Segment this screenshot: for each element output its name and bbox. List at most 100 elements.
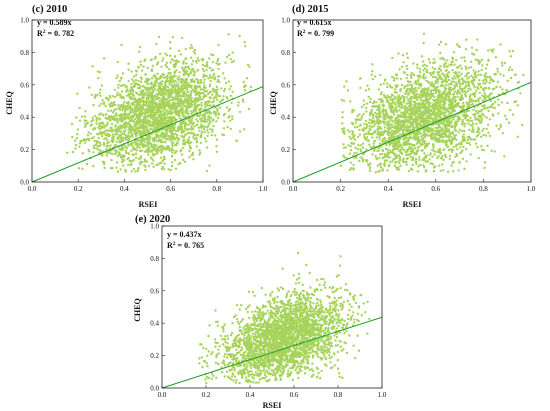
data-point [119, 168, 122, 171]
data-point [481, 79, 485, 82]
data-point [173, 70, 177, 73]
data-point [457, 169, 460, 172]
data-point [242, 128, 246, 131]
data-point [221, 72, 225, 75]
data-point [358, 159, 361, 163]
data-point [395, 116, 399, 119]
data-point [439, 169, 442, 172]
data-point [434, 107, 437, 110]
data-point [427, 106, 431, 110]
data-point [423, 87, 426, 90]
data-point [159, 74, 163, 78]
data-point [405, 52, 409, 55]
data-point [406, 137, 409, 140]
data-point [126, 157, 129, 161]
data-point [452, 160, 455, 164]
data-point [209, 128, 212, 131]
data-point [391, 56, 394, 60]
data-point [107, 141, 111, 144]
data-point [208, 74, 212, 77]
data-point [204, 118, 207, 121]
data-point [496, 70, 499, 74]
data-point [216, 59, 219, 63]
data-point [418, 156, 421, 159]
data-point [361, 146, 365, 149]
data-point [409, 143, 413, 146]
data-point [121, 95, 125, 99]
data-point [436, 96, 440, 100]
data-point [97, 133, 100, 136]
data-point [152, 124, 155, 127]
data-point [437, 43, 441, 46]
data-point [196, 120, 200, 123]
data-point [136, 169, 140, 173]
data-point [397, 105, 400, 108]
data-point [142, 107, 145, 111]
data-point [395, 77, 399, 80]
data-point [433, 153, 436, 156]
data-point [191, 151, 195, 155]
data-point [218, 106, 222, 110]
data-point [192, 74, 195, 77]
data-point [396, 96, 400, 100]
data-point [187, 67, 191, 70]
data-point [88, 86, 91, 89]
data-point [175, 61, 178, 65]
data-point [450, 164, 453, 167]
data-point [387, 100, 390, 103]
data-point [381, 100, 385, 103]
data-point [390, 129, 394, 132]
data-point [204, 105, 207, 109]
data-point [471, 126, 474, 130]
data-point [108, 103, 111, 106]
data-point [391, 75, 394, 79]
data-point [171, 119, 175, 123]
data-point [367, 132, 370, 135]
data-point [163, 162, 166, 165]
data-point [180, 134, 183, 138]
data-point [467, 66, 470, 70]
data-point [155, 101, 158, 105]
data-point [199, 92, 202, 95]
data-point [480, 119, 483, 123]
data-point [137, 50, 141, 53]
data-point [195, 145, 198, 148]
data-point [154, 83, 157, 87]
data-point [447, 71, 451, 74]
data-point [112, 129, 115, 132]
data-point [216, 116, 220, 120]
data-point [463, 129, 466, 133]
data-point [188, 136, 191, 139]
panel-2015: 0.0 0.2 0.4 0.6 0.8 1.0 0.00.20.40.60.81.0 (d… [269, 4, 536, 209]
data-point [128, 90, 131, 93]
data-point [217, 57, 220, 61]
data-point [154, 55, 157, 59]
data-point [494, 101, 497, 104]
data-point [343, 132, 346, 135]
data-point [180, 36, 184, 40]
data-point [108, 115, 111, 118]
data-point [482, 127, 485, 130]
data-point [499, 86, 502, 89]
data-point [394, 161, 397, 164]
data-point [169, 94, 172, 97]
data-point [394, 73, 398, 76]
data-point [182, 61, 185, 64]
data-point [426, 95, 429, 98]
data-point [371, 116, 374, 120]
data-point [477, 82, 480, 86]
data-point [130, 82, 133, 86]
data-point [235, 139, 238, 142]
x-tick-label: 0.6 [166, 185, 175, 193]
data-point [116, 121, 119, 124]
data-point [419, 163, 422, 167]
data-point [439, 69, 443, 72]
data-point [128, 131, 131, 134]
data-point [406, 67, 409, 71]
data-point [203, 84, 206, 87]
data-point [192, 158, 195, 161]
data-point [413, 103, 416, 106]
data-point [428, 153, 432, 156]
data-point [459, 146, 462, 149]
data-point [193, 106, 196, 109]
